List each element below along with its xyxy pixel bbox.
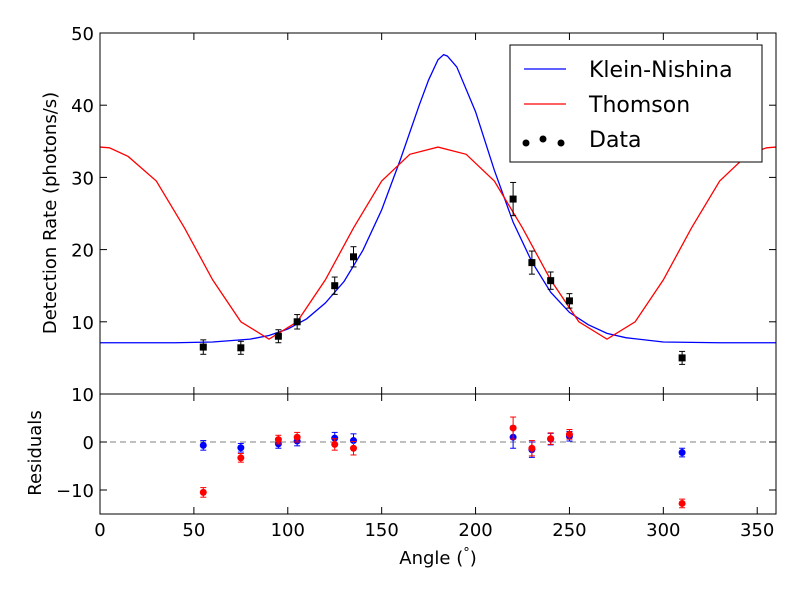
residual-point bbox=[350, 441, 357, 456]
data-marker bbox=[547, 277, 555, 285]
residual-point bbox=[237, 442, 245, 453]
y-tick-label: −10 bbox=[56, 481, 94, 502]
data-point bbox=[293, 314, 301, 330]
data-point bbox=[678, 350, 686, 365]
residual-point bbox=[678, 498, 686, 509]
main-y-axis-label: Detection Rate (photons/s) bbox=[40, 92, 61, 334]
residual-point bbox=[509, 416, 517, 440]
residual-point bbox=[274, 434, 282, 445]
residual-marker bbox=[678, 449, 686, 457]
residual-marker bbox=[528, 444, 536, 452]
x-tick-label: 250 bbox=[552, 520, 586, 541]
x-axis-label-unit: ° bbox=[463, 546, 470, 561]
legend-entry: Klein-Nishina bbox=[524, 58, 733, 83]
main-plot-area bbox=[100, 53, 776, 365]
legend-entry: Thomson bbox=[524, 93, 690, 118]
residual-marker bbox=[350, 437, 357, 445]
residuals-plot-area bbox=[100, 416, 776, 509]
data-point bbox=[199, 339, 207, 355]
data-point bbox=[528, 250, 536, 275]
residual-marker bbox=[547, 435, 555, 443]
residual-marker bbox=[274, 436, 282, 444]
legend-marker-swatch bbox=[522, 139, 530, 147]
series-line-klein-nishina bbox=[100, 53, 776, 344]
data-point bbox=[274, 329, 282, 344]
x-axis-label: Angle (°) bbox=[399, 546, 477, 569]
data-marker bbox=[237, 344, 245, 352]
x-tick-label: 150 bbox=[364, 520, 398, 541]
data-marker bbox=[350, 253, 357, 261]
y-tick-label: 20 bbox=[71, 241, 94, 262]
data-marker bbox=[565, 297, 573, 305]
data-point bbox=[547, 271, 555, 290]
residual-marker bbox=[350, 444, 357, 452]
residual-marker bbox=[565, 430, 573, 438]
residual-marker bbox=[199, 488, 207, 496]
x-tick-label: 300 bbox=[646, 520, 680, 541]
residual-point bbox=[237, 453, 245, 463]
main-panel: 10 20 30 40 50 bbox=[71, 24, 777, 395]
x-axis-label-close: ) bbox=[470, 548, 477, 569]
legend-marker-swatch bbox=[557, 139, 565, 147]
residual-point bbox=[331, 438, 339, 451]
legend-marker-swatch bbox=[539, 135, 547, 143]
data-marker bbox=[678, 354, 686, 362]
data-point bbox=[331, 276, 339, 295]
residuals-plot-frame bbox=[99, 393, 777, 515]
data-point bbox=[509, 181, 517, 217]
y-tick-label: 50 bbox=[71, 24, 94, 45]
legend-label: Thomson bbox=[588, 93, 690, 118]
data-point bbox=[237, 340, 245, 355]
residual-point bbox=[547, 432, 555, 445]
residual-marker bbox=[293, 433, 301, 441]
data-marker bbox=[331, 282, 339, 290]
residual-marker bbox=[237, 454, 245, 462]
y-tick-label: 10 bbox=[71, 313, 94, 334]
data-marker bbox=[274, 332, 282, 340]
residual-point bbox=[293, 431, 301, 443]
residual-marker bbox=[199, 441, 207, 449]
x-tick-label: 100 bbox=[271, 520, 305, 541]
legend: Klein-Nishina Thomson Data bbox=[509, 44, 763, 163]
x-tick-label: 50 bbox=[182, 520, 205, 541]
x-tick-label: 200 bbox=[458, 520, 492, 541]
residual-marker bbox=[509, 424, 517, 432]
y-tick-label: 0 bbox=[83, 433, 94, 454]
residual-marker bbox=[237, 444, 245, 452]
data-point bbox=[565, 293, 573, 309]
y-tick-label: 30 bbox=[71, 168, 94, 189]
data-point bbox=[350, 246, 357, 268]
residual-point bbox=[199, 440, 207, 451]
residuals-y-axis-label: Residuals bbox=[25, 410, 46, 495]
series-line-thomson bbox=[100, 146, 776, 340]
data-marker bbox=[528, 259, 536, 267]
data-marker bbox=[509, 195, 517, 203]
legend-entry: Data bbox=[522, 128, 642, 153]
x-axis-label-text: Angle ( bbox=[399, 548, 463, 569]
legend-label: Data bbox=[589, 128, 642, 153]
y-tick-label: 10 bbox=[71, 385, 94, 406]
data-marker bbox=[293, 318, 301, 326]
x-tick-label: 0 bbox=[94, 520, 105, 541]
residual-marker bbox=[678, 499, 686, 507]
legend-label: Klein-Nishina bbox=[589, 58, 733, 83]
residual-point bbox=[199, 487, 207, 498]
y-tick-label: 40 bbox=[71, 96, 94, 117]
residual-marker bbox=[331, 440, 339, 448]
residual-point bbox=[528, 440, 536, 457]
data-marker bbox=[199, 343, 207, 351]
residual-point bbox=[678, 447, 686, 458]
residual-point bbox=[565, 429, 573, 440]
x-tick-label: 350 bbox=[740, 520, 774, 541]
